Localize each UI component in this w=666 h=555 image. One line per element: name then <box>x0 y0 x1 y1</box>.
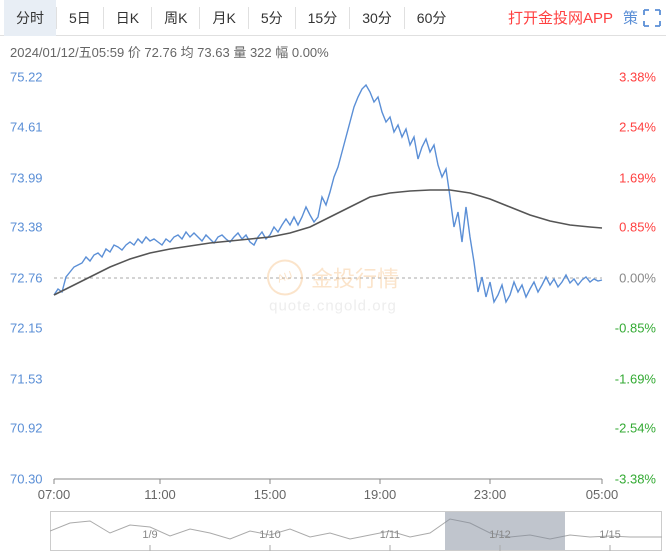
nav-date-label: 1/10 <box>259 529 280 541</box>
y-left-tick: 73.99 <box>10 170 43 185</box>
tab-60分[interactable]: 60分 <box>405 0 459 36</box>
x-tick: 05:00 <box>586 487 619 502</box>
date-navigator[interactable]: 1/9 1/10 1/11 1/12 1/15 <box>50 511 662 555</box>
price-chart[interactable]: AU 金投行情 quote.cngold.org 75.2274.6173.99… <box>0 67 666 507</box>
y-left-tick: 70.30 <box>10 472 43 487</box>
tab-15分[interactable]: 15分 <box>296 0 350 36</box>
y-right-tick: -3.38% <box>615 472 656 487</box>
nav-date-label: 1/11 <box>380 529 401 541</box>
y-left-tick: 70.92 <box>10 421 43 436</box>
fullscreen-icon[interactable] <box>642 8 662 28</box>
y-left-tick: 73.38 <box>10 220 43 235</box>
y-right-tick: 1.69% <box>619 170 656 185</box>
y-right-tick: 0.00% <box>619 271 656 286</box>
nav-date-label: 1/15 <box>599 529 620 541</box>
x-tick: 15:00 <box>254 487 287 502</box>
info-text: 2024/01/12/五05:59 价 72.76 均 73.63 量 322 … <box>10 45 329 60</box>
y-right-tick: 2.54% <box>619 119 656 134</box>
y-left-tick: 71.53 <box>10 371 43 386</box>
tab-分时[interactable]: 分时 <box>4 0 56 36</box>
tab-30分[interactable]: 30分 <box>350 0 404 36</box>
y-right-tick: -2.54% <box>615 421 656 436</box>
y-left-tick: 72.15 <box>10 320 43 335</box>
tab-5分[interactable]: 5分 <box>249 0 295 36</box>
y-right-tick: -1.69% <box>615 371 656 386</box>
y-right-tick: 0.85% <box>619 220 656 235</box>
tab-5日[interactable]: 5日 <box>57 0 103 36</box>
nav-date-label: 1/12 <box>489 529 510 541</box>
tab-日K[interactable]: 日K <box>104 0 151 36</box>
tab-月K[interactable]: 月K <box>200 0 247 36</box>
info-bar: 2024/01/12/五05:59 价 72.76 均 73.63 量 322 … <box>0 36 666 67</box>
interval-tabs: 分时5日日K周K月K5分15分30分60分 打开金投网APP策 <box>0 0 666 36</box>
x-tick: 11:00 <box>144 487 176 502</box>
chart-app: 分时5日日K周K月K5分15分30分60分 打开金投网APP策 2024/01/1… <box>0 0 666 550</box>
nav-date-label: 1/9 <box>142 529 157 541</box>
y-left-tick: 75.22 <box>10 70 43 85</box>
x-tick: 23:00 <box>474 487 507 502</box>
y-left-tick: 74.61 <box>10 119 43 134</box>
y-right-tick: 3.38% <box>619 70 656 85</box>
y-left-tick: 72.76 <box>10 271 43 286</box>
y-right-tick: -0.85% <box>615 320 656 335</box>
strategy-label[interactable]: 策 <box>619 7 642 28</box>
open-app-link[interactable]: 打开金投网APP <box>502 7 619 28</box>
x-tick: 07:00 <box>38 487 71 502</box>
tab-周K[interactable]: 周K <box>152 0 199 36</box>
x-tick: 19:00 <box>364 487 397 502</box>
